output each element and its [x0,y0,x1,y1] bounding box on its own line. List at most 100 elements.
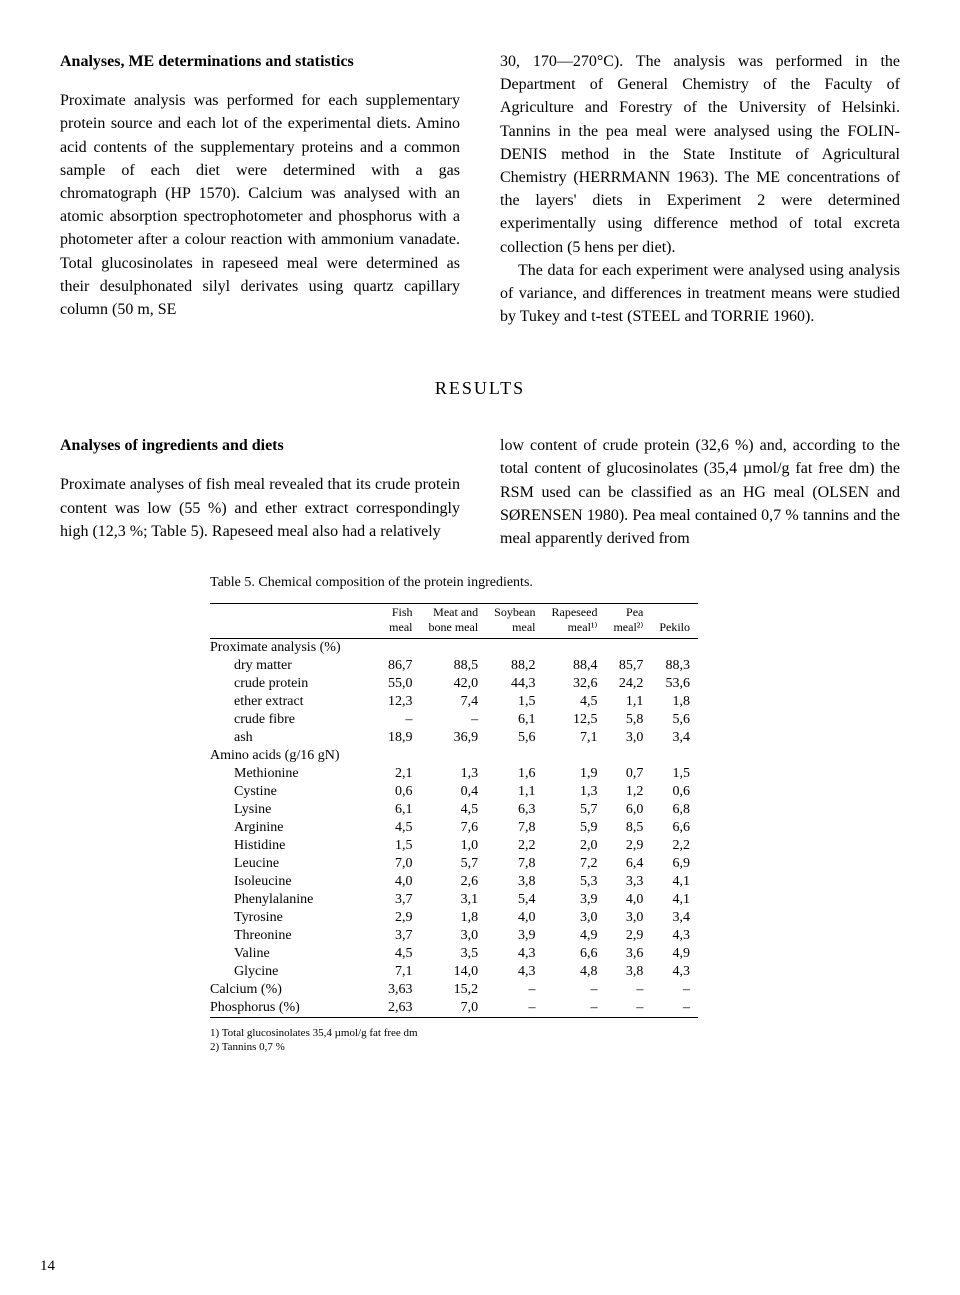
table-cell: 4,0 [605,891,651,909]
table-cell: 4,1 [651,873,698,891]
table-cell: 4,3 [651,963,698,981]
paragraph-1b: 30, 170—270°C). The analysis was perform… [500,50,900,259]
table-cell: 6,1 [380,801,421,819]
table-cell: 1,8 [421,909,487,927]
table-row-label: Calcium (%) [210,981,380,999]
table-cell: 44,3 [486,675,543,693]
table-cell: 1,5 [380,837,421,855]
table-cell: 1,0 [421,837,487,855]
table-col-header: Fishmeal [380,604,421,639]
table-cell: 53,6 [651,675,698,693]
table-caption: Table 5. Chemical composition of the pro… [210,575,900,591]
table-col-header: Soybeanmeal [486,604,543,639]
table-cell: 6,6 [651,819,698,837]
p2b-sc1: LSEN [829,484,869,501]
table-cell: 55,0 [380,675,421,693]
table-cell: 7,1 [543,729,605,747]
table-cell: 6,8 [651,801,698,819]
table-section-title: Amino acids (g/16 gN) [210,747,698,765]
table-cell: 3,6 [605,945,651,963]
table-col-header: Meat andbone meal [421,604,487,639]
table-row-label: crude fibre [210,711,380,729]
table-cell: 85,7 [605,657,651,675]
table-cell: 4,5 [380,945,421,963]
table-cell: 86,7 [380,657,421,675]
p2b-sc2: ØRENSEN [509,507,583,524]
table-cell: – [651,981,698,999]
table-cell: 2,63 [380,999,421,1018]
p1c-t2: and T [680,308,721,325]
table-cell: 88,5 [421,657,487,675]
paragraph-1c: The data for each experiment were analys… [500,259,900,329]
table-cell: 6,3 [486,801,543,819]
table-cell: 1,5 [651,765,698,783]
table-cell: 2,9 [605,927,651,945]
table-cell: 14,0 [421,963,487,981]
table-cell: 3,4 [651,729,698,747]
table-cell: 3,8 [605,963,651,981]
section-heading-ingredients: Analyses of ingredients and diets [60,434,460,457]
table-cell: 3,8 [486,873,543,891]
table-cell: 6,0 [605,801,651,819]
table-cell: 7,8 [486,819,543,837]
table-cell: 4,3 [486,945,543,963]
table-cell: 1,6 [486,765,543,783]
table-cell: 4,9 [543,927,605,945]
table-cell: 4,0 [380,873,421,891]
table-cell: 88,2 [486,657,543,675]
table-cell: 6,9 [651,855,698,873]
composition-table: FishmealMeat andbone mealSoybeanmealRape… [210,603,698,1018]
table-row-label: Cystine [210,783,380,801]
table-cell: 5,6 [486,729,543,747]
paragraph-1a: Proximate analysis was performed for eac… [60,89,460,321]
results-right-column: low content of crude protein (32,6 %) an… [500,434,900,550]
table-cell: 1,3 [421,765,487,783]
table-cell: – [380,711,421,729]
table-cell: 0,4 [421,783,487,801]
table-cell: 88,4 [543,657,605,675]
table-row-label: Isoleucine [210,873,380,891]
table-cell: 5,9 [543,819,605,837]
table-cell: – [421,711,487,729]
results-heading: RESULTS [60,378,900,399]
table-row-label: Arginine [210,819,380,837]
table-cell: 4,5 [543,693,605,711]
table-row-label: Phenylalanine [210,891,380,909]
paragraph-2a: Proximate analyses of fish meal revealed… [60,473,460,543]
table-col-header: Peameal²⁾ [605,604,651,639]
table-cell: 2,2 [486,837,543,855]
table-cell: 3,9 [543,891,605,909]
table-row-label: Methionine [210,765,380,783]
table-cell: 4,5 [380,819,421,837]
table-cell: – [486,981,543,999]
table-cell: 1,1 [486,783,543,801]
table-row-label: Threonine [210,927,380,945]
table-cell: 5,4 [486,891,543,909]
table-cell: 1,8 [651,693,698,711]
table-cell: 7,2 [543,855,605,873]
table-col-header: Rapeseedmeal¹⁾ [543,604,605,639]
table-row-label: Phosphorus (%) [210,999,380,1018]
table-cell: 4,1 [651,891,698,909]
table-cell: 2,1 [380,765,421,783]
table-cell: 5,7 [421,855,487,873]
table-cell: 3,7 [380,891,421,909]
table-row-label: Tyrosine [210,909,380,927]
table-cell: 5,6 [651,711,698,729]
table-cell: 3,7 [380,927,421,945]
table-cell: 4,8 [543,963,605,981]
table-cell: 3,1 [421,891,487,909]
table-cell: 6,4 [605,855,651,873]
table-cell: – [543,981,605,999]
table-row-label: Leucine [210,855,380,873]
table-cell: – [605,981,651,999]
p1b-sc2: ERRMANN [590,169,670,186]
table-cell: – [486,999,543,1018]
table-cell: 5,3 [543,873,605,891]
table-cell: 0,7 [605,765,651,783]
table-cell: 7,0 [421,999,487,1018]
top-two-column: Analyses, ME determinations and statisti… [60,50,900,328]
table-cell: 8,5 [605,819,651,837]
table-cell: 6,6 [543,945,605,963]
table-cell: 4,0 [486,909,543,927]
